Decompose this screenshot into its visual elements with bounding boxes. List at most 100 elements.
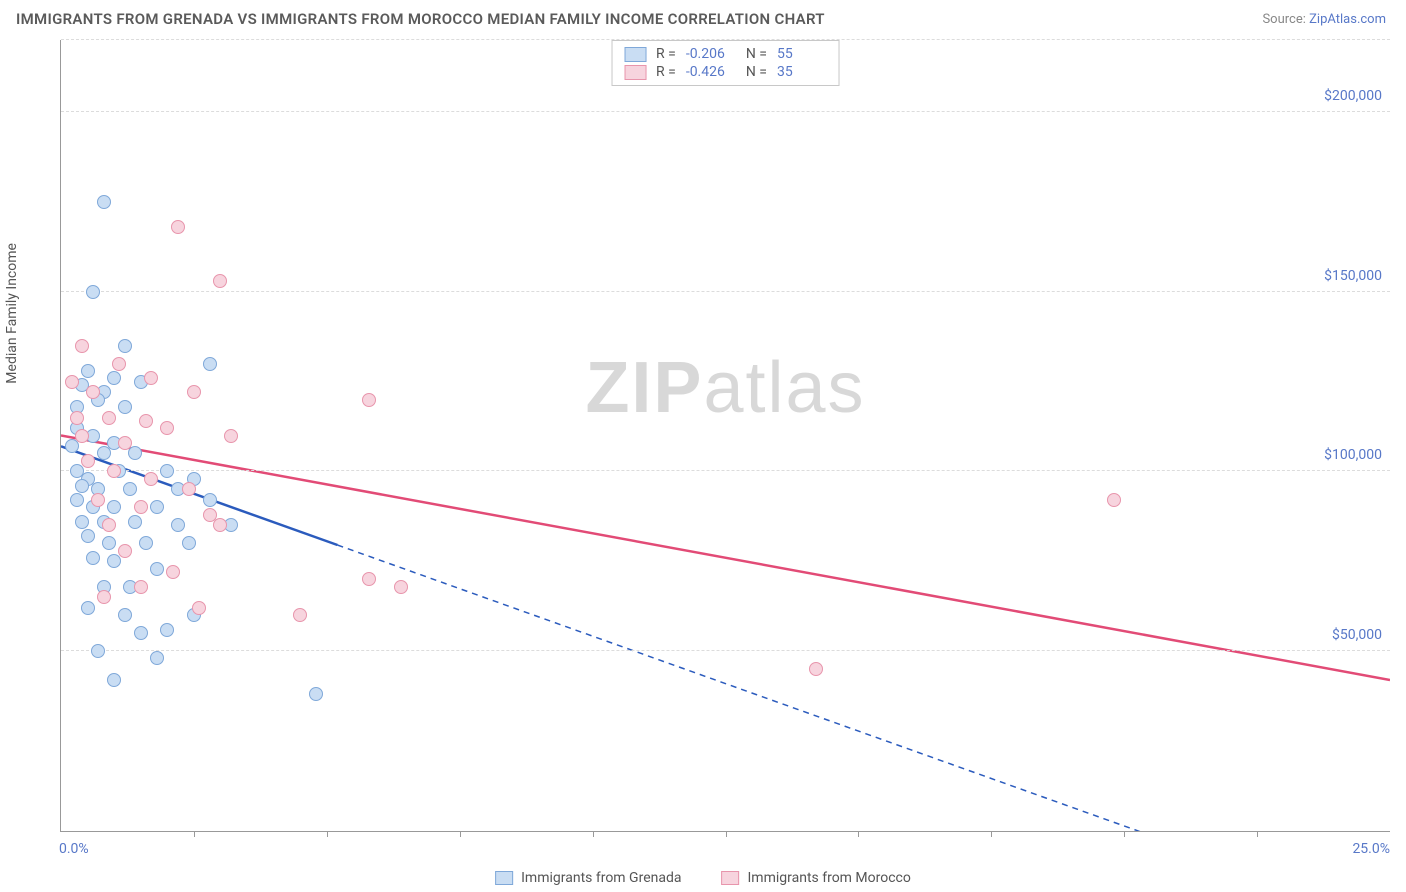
series-legend: Immigrants from GrenadaImmigrants from M… <box>495 870 911 886</box>
scatter-point <box>187 385 201 399</box>
scatter-point <box>213 274 227 288</box>
scatter-point <box>150 651 164 665</box>
scatter-point <box>102 536 116 550</box>
x-tick <box>1124 831 1125 837</box>
legend-swatch <box>624 47 646 62</box>
scatter-point <box>160 421 174 435</box>
scatter-point <box>192 601 206 615</box>
scatter-point <box>123 482 137 496</box>
trend-lines <box>61 40 1390 831</box>
scatter-point <box>166 565 180 579</box>
scatter-point <box>182 536 196 550</box>
scatter-point <box>81 601 95 615</box>
watermark: ZIPatlas <box>585 347 865 429</box>
y-axis-label: Median Family Income <box>4 243 20 384</box>
scatter-point <box>118 544 132 558</box>
scatter-point <box>107 371 121 385</box>
x-axis-max-label: 25.0% <box>1352 841 1390 857</box>
scatter-point <box>97 446 111 460</box>
legend-item: Immigrants from Grenada <box>495 870 681 886</box>
scatter-point <box>75 429 89 443</box>
plot-area: ZIPatlas R =-0.206N =55R =-0.426N =35 0.… <box>60 40 1390 832</box>
gridline <box>61 111 1390 112</box>
scatter-point <box>81 454 95 468</box>
scatter-point <box>150 500 164 514</box>
scatter-point <box>86 285 100 299</box>
scatter-point <box>182 482 196 496</box>
scatter-point <box>1107 493 1121 507</box>
scatter-point <box>160 623 174 637</box>
x-tick <box>858 831 859 837</box>
chart-title: IMMIGRANTS FROM GRENADA VS IMMIGRANTS FR… <box>16 10 825 28</box>
scatter-point <box>102 411 116 425</box>
scatter-point <box>203 493 217 507</box>
scatter-point <box>144 472 158 486</box>
scatter-point <box>118 339 132 353</box>
x-tick <box>593 831 594 837</box>
scatter-point <box>362 393 376 407</box>
scatter-point <box>118 608 132 622</box>
source-link[interactable]: ZipAtlas.com <box>1309 12 1386 27</box>
x-tick <box>327 831 328 837</box>
correlation-legend: R =-0.206N =55R =-0.426N =35 <box>611 40 840 86</box>
chart-area: Median Family Income ZIPatlas R =-0.206N… <box>16 40 1390 852</box>
gridline <box>61 291 1390 292</box>
scatter-point <box>139 536 153 550</box>
scatter-point <box>65 375 79 389</box>
legend-swatch <box>495 871 513 885</box>
scatter-point <box>150 562 164 576</box>
source-attribution: Source: ZipAtlas.com <box>1262 12 1386 27</box>
scatter-point <box>107 464 121 478</box>
scatter-point <box>134 580 148 594</box>
scatter-point <box>75 515 89 529</box>
gridline <box>61 650 1390 651</box>
scatter-point <box>224 429 238 443</box>
legend-swatch <box>722 871 740 885</box>
scatter-point <box>91 644 105 658</box>
scatter-point <box>81 529 95 543</box>
scatter-point <box>118 436 132 450</box>
scatter-point <box>70 411 84 425</box>
scatter-point <box>134 626 148 640</box>
scatter-point <box>118 400 132 414</box>
scatter-point <box>86 551 100 565</box>
scatter-point <box>139 414 153 428</box>
scatter-point <box>394 580 408 594</box>
scatter-point <box>75 339 89 353</box>
scatter-point <box>97 590 111 604</box>
x-tick <box>460 831 461 837</box>
x-tick <box>991 831 992 837</box>
scatter-point <box>97 195 111 209</box>
scatter-point <box>107 554 121 568</box>
scatter-point <box>91 493 105 507</box>
scatter-point <box>86 385 100 399</box>
scatter-point <box>362 572 376 586</box>
legend-row: R =-0.206N =55 <box>624 45 827 63</box>
scatter-point <box>128 515 142 529</box>
gridline <box>61 470 1390 471</box>
x-tick <box>726 831 727 837</box>
y-tick-label: $50,000 <box>1332 627 1382 643</box>
legend-row: R =-0.426N =35 <box>624 63 827 81</box>
y-tick-label: $200,000 <box>1324 88 1382 104</box>
scatter-point <box>293 608 307 622</box>
legend-swatch <box>624 65 646 80</box>
scatter-point <box>213 518 227 532</box>
scatter-point <box>171 220 185 234</box>
scatter-point <box>102 518 116 532</box>
scatter-point <box>171 518 185 532</box>
scatter-point <box>107 673 121 687</box>
scatter-point <box>81 364 95 378</box>
scatter-point <box>144 371 158 385</box>
x-tick <box>194 831 195 837</box>
x-tick <box>1257 831 1258 837</box>
y-tick-label: $150,000 <box>1324 268 1382 284</box>
scatter-point <box>65 439 79 453</box>
scatter-point <box>809 662 823 676</box>
scatter-point <box>309 687 323 701</box>
y-tick-label: $100,000 <box>1324 447 1382 463</box>
scatter-point <box>134 500 148 514</box>
scatter-point <box>128 446 142 460</box>
scatter-point <box>160 464 174 478</box>
x-axis-min-label: 0.0% <box>59 841 89 857</box>
